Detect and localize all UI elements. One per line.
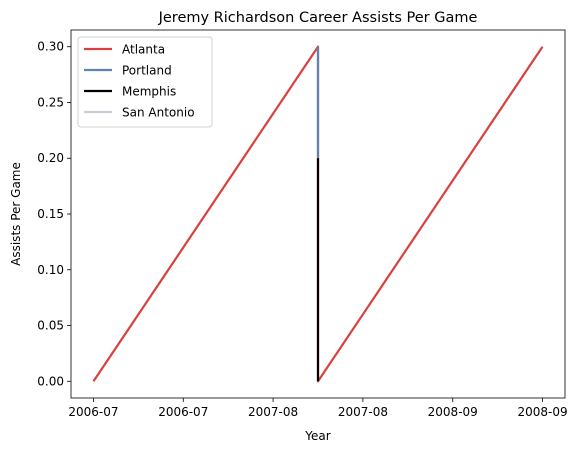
y-tick-label: 0.20 [37,151,64,165]
legend: Atlanta Portland Memphis San Antonio [77,36,213,128]
ticks-layer: 2006-07 2006-07 2007-08 2007-08 2008-09 2008-… [37,40,567,419]
y-tick-label: 0.15 [37,207,64,221]
series-layer [92,45,544,383]
x-tick-label: 2007-08 [248,405,298,419]
y-tick-label: 0.05 [37,319,64,333]
x-tick-label: 2008-09 [428,405,478,419]
legend-label-san-antonio: San Antonio [122,106,195,120]
legend-label-memphis: Memphis [122,85,176,99]
legend-box [77,36,213,128]
legend-label-portland: Portland [122,64,172,78]
chart-title: Jeremy Richardson Career Assists Per Gam… [158,10,478,26]
x-tick-label: 2006-07 [68,405,118,419]
y-tick-label: 0.30 [37,40,64,54]
x-axis-title: Year [304,429,330,443]
y-axis-title: Assists Per Game [9,162,23,266]
y-tick-label: 0.00 [37,374,64,388]
legend-label-atlanta: Atlanta [122,43,165,57]
x-tick-label: 2007-08 [338,405,388,419]
y-tick-label: 0.25 [37,95,64,109]
x-tick-label: 2008-09 [517,405,567,419]
x-tick-label: 2006-07 [158,405,208,419]
y-tick-label: 0.10 [37,263,64,277]
